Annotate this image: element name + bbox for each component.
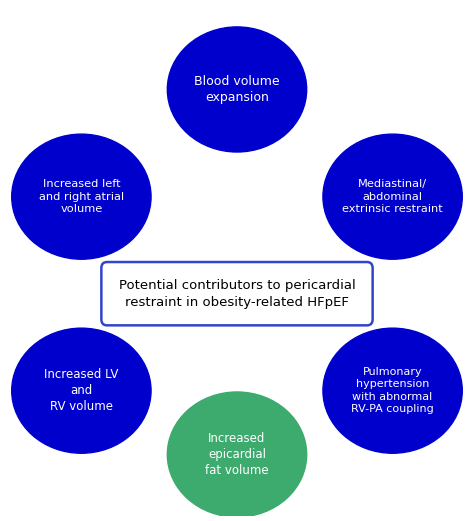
Ellipse shape [323, 328, 462, 453]
Ellipse shape [167, 392, 307, 517]
Text: Blood volume
expansion: Blood volume expansion [194, 75, 280, 104]
Text: Pulmonary
hypertension
with abnormal
RV-PA coupling: Pulmonary hypertension with abnormal RV-… [351, 367, 434, 414]
Ellipse shape [12, 134, 151, 259]
Text: Increased
epicardial
fat volume: Increased epicardial fat volume [205, 432, 269, 477]
FancyBboxPatch shape [101, 262, 373, 325]
Ellipse shape [323, 134, 462, 259]
Text: Increased LV
and
RV volume: Increased LV and RV volume [44, 368, 118, 413]
Text: Mediastinal/
abdominal
extrinsic restraint: Mediastinal/ abdominal extrinsic restrai… [342, 179, 443, 214]
Text: Increased left
and right atrial
volume: Increased left and right atrial volume [39, 179, 124, 214]
Ellipse shape [12, 328, 151, 453]
Ellipse shape [167, 27, 307, 152]
Text: Potential contributors to pericardial
restraint in obesity-related HFpEF: Potential contributors to pericardial re… [118, 279, 356, 308]
